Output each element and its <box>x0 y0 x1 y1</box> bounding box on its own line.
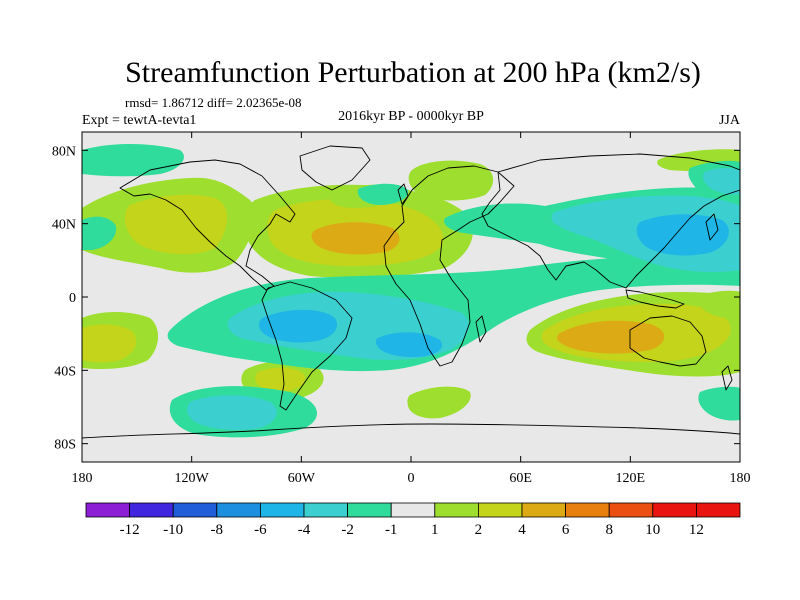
colorbar-box <box>390 502 436 518</box>
positive-anomaly-regions <box>82 149 740 419</box>
colorbar-box <box>347 502 392 518</box>
colorbar-label: -10 <box>163 522 183 538</box>
negative-anomaly-regions <box>82 144 740 438</box>
contour-scandinavia-2 <box>408 160 494 201</box>
contour-s-america-neg-4 <box>259 309 338 343</box>
contour-southern-ocean-neg-2 <box>187 395 277 430</box>
contour-n-hemisphere-neg-1b <box>82 216 117 250</box>
colorbar-box <box>521 502 566 518</box>
contour-patagonia-4 <box>254 367 306 392</box>
coast-uk <box>397 183 409 205</box>
colorbar-label: 2 <box>475 522 483 538</box>
lat-tick-label: 40S <box>54 364 76 379</box>
contour-na-west-4 <box>124 194 228 255</box>
colorbar-box <box>129 502 174 518</box>
contour-e-pacific-neg-1 <box>698 386 740 421</box>
contour-n-hemisphere-neg-1 <box>82 144 184 177</box>
colorbar-label: -6 <box>254 522 267 538</box>
coast-greenland <box>299 145 371 191</box>
contour-s-pacific-4 <box>82 324 137 363</box>
coast-antarctica <box>82 423 740 439</box>
colorbar-box <box>303 502 348 518</box>
contour-s-pacific-east-2 <box>698 290 740 319</box>
colorbar-label: -8 <box>211 522 224 538</box>
coast-new-zealand <box>721 365 733 391</box>
lon-tick-label: 180 <box>730 471 751 486</box>
colorbar-label: -12 <box>120 522 140 538</box>
period-label: 2016kyr BP - 0000kyr BP <box>338 109 484 124</box>
contour-natl-6 <box>311 222 400 255</box>
colorbar-label: 4 <box>518 522 526 538</box>
stats-line: rmsd= 1.86712 diff= 2.02365e-08 <box>125 95 302 110</box>
figure-title: Streamfunction Perturbation at 200 hPa (… <box>125 56 701 89</box>
contour-s-atlantic-neg-4 <box>375 332 442 358</box>
lat-tick-label: 80N <box>52 144 76 159</box>
coast-asia <box>481 153 740 289</box>
coast-south-america <box>261 281 353 411</box>
season-label: JJA <box>719 113 741 128</box>
colorbar-label: 12 <box>689 522 704 538</box>
contour-southern-ocean-2 <box>407 386 471 419</box>
lat-tick-label: 40N <box>52 218 76 233</box>
colorbar-label: 8 <box>605 522 613 538</box>
colorbar-label: 6 <box>562 522 570 538</box>
colorbar-box <box>477 502 523 518</box>
lon-tick-label: 120W <box>175 471 210 486</box>
colorbar-box <box>172 502 218 518</box>
lon-tick-label: 60W <box>288 471 316 486</box>
lon-tick-label: 60E <box>509 471 532 486</box>
lon-tick-label: 0 <box>408 471 415 486</box>
coast-madagascar <box>475 315 487 343</box>
lat-tick-label: 0 <box>69 291 76 306</box>
map-panel <box>82 132 740 462</box>
colorbar-box <box>434 502 479 518</box>
colorbar-box <box>652 502 697 518</box>
contour-indian-ocean-6 <box>557 320 665 354</box>
colorbar-label: 1 <box>431 522 439 538</box>
coast-indonesia <box>625 289 685 309</box>
coast-japan <box>705 213 719 241</box>
colorbar-label: -1 <box>385 522 398 538</box>
colorbar-box <box>696 502 741 518</box>
colorbar-label: -2 <box>341 522 354 538</box>
colorbar-box <box>608 502 654 518</box>
lat-tick-label: 80S <box>54 438 76 453</box>
coast-north-america <box>119 159 296 291</box>
lon-tick-label: 120E <box>616 471 646 486</box>
axis-ticks: 180 120W 60W 0 60E 120E 180 80N 40N 0 40S 80S <box>52 132 751 486</box>
contour-n-atlantic-neg-1 <box>357 183 409 205</box>
colorbar-box <box>85 502 130 518</box>
colorbar-box <box>565 502 610 518</box>
colorbar-box <box>259 502 305 518</box>
coast-europe-africa <box>383 165 515 367</box>
contour-e-asia-neg-4 <box>636 214 729 256</box>
coast-australia <box>629 315 707 367</box>
colorbar: -12 -10 -8 -6 -4 -2 -1 1 2 4 6 8 10 12 <box>85 502 741 538</box>
experiment-label: Expt = tewtA-tevta1 <box>82 113 196 128</box>
contour-ne-asia-neg-2 <box>702 168 740 195</box>
lon-tick-label: 180 <box>72 471 93 486</box>
coastlines <box>82 145 740 439</box>
colorbar-box <box>216 502 261 518</box>
colorbar-label: 10 <box>645 522 660 538</box>
colorbar-label: -4 <box>298 522 311 538</box>
